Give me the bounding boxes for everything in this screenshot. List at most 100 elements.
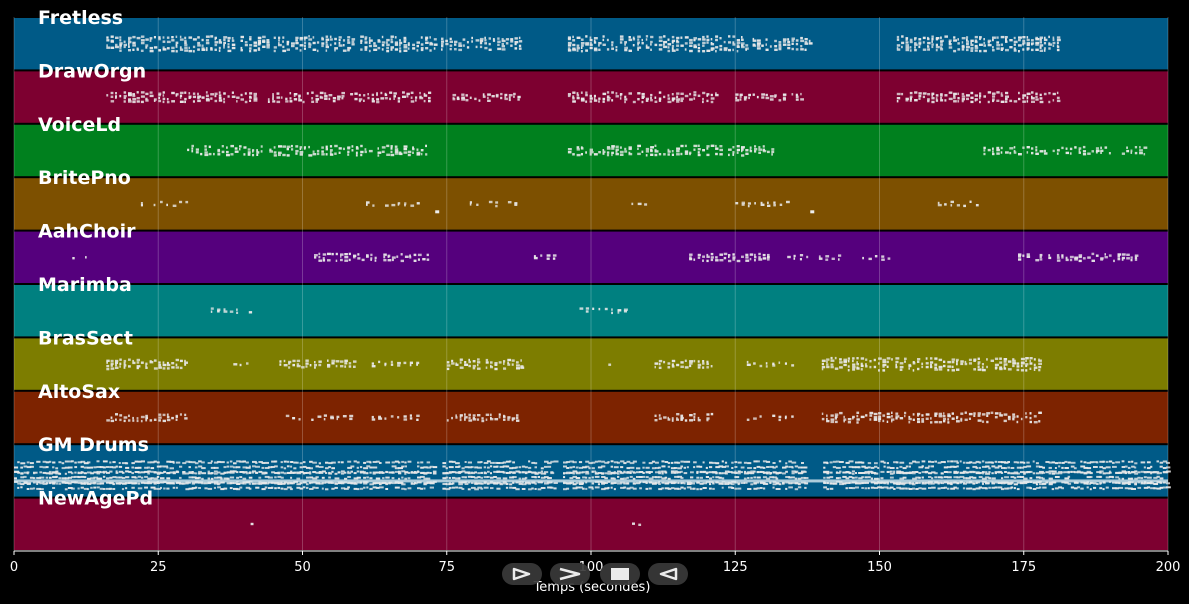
note-mark bbox=[341, 91, 345, 95]
note-mark bbox=[821, 412, 824, 415]
note-mark bbox=[719, 259, 724, 262]
note-mark bbox=[684, 150, 689, 153]
note-mark bbox=[508, 96, 511, 99]
note-mark bbox=[715, 462, 720, 465]
note-mark bbox=[1010, 467, 1015, 469]
note-mark bbox=[834, 413, 839, 416]
note-mark bbox=[115, 471, 119, 474]
note-mark bbox=[370, 253, 373, 257]
note-mark bbox=[204, 482, 208, 485]
note-mark bbox=[1052, 44, 1055, 47]
note-mark bbox=[869, 411, 874, 415]
note-mark bbox=[1029, 362, 1033, 365]
note-mark bbox=[628, 49, 632, 52]
note-mark bbox=[315, 486, 319, 489]
note-mark bbox=[637, 152, 641, 156]
note-mark bbox=[771, 148, 775, 151]
note-mark bbox=[198, 465, 203, 468]
note-mark bbox=[567, 36, 571, 39]
note-mark bbox=[567, 49, 572, 52]
note-mark bbox=[158, 419, 161, 422]
note-mark bbox=[358, 98, 363, 101]
note-mark bbox=[123, 100, 126, 103]
fast-forward-button[interactable] bbox=[550, 563, 590, 585]
note-mark bbox=[970, 49, 974, 52]
note-mark bbox=[826, 417, 828, 421]
note-mark bbox=[1108, 470, 1111, 473]
note-mark bbox=[267, 100, 270, 103]
note-mark bbox=[412, 47, 416, 50]
note-mark bbox=[728, 259, 732, 263]
note-mark bbox=[363, 486, 366, 489]
note-mark bbox=[736, 41, 741, 45]
note-mark bbox=[332, 97, 337, 100]
note-mark bbox=[112, 476, 117, 479]
note-mark bbox=[338, 44, 343, 47]
note-mark bbox=[271, 471, 275, 474]
note-mark bbox=[1033, 421, 1038, 424]
note-mark bbox=[767, 256, 770, 259]
note-mark bbox=[166, 36, 170, 39]
note-mark bbox=[754, 145, 757, 148]
note-mark bbox=[517, 98, 520, 101]
note-mark bbox=[295, 152, 298, 155]
note-mark bbox=[624, 98, 628, 101]
note-mark bbox=[280, 476, 284, 479]
note-mark bbox=[628, 92, 632, 95]
note-mark bbox=[702, 366, 705, 369]
note-mark bbox=[690, 482, 695, 485]
note-mark bbox=[864, 471, 869, 473]
note-mark bbox=[735, 96, 738, 99]
note-mark bbox=[585, 100, 588, 103]
note-mark bbox=[747, 472, 752, 475]
note-mark bbox=[908, 462, 913, 465]
note-mark bbox=[585, 307, 590, 310]
note-mark bbox=[723, 252, 728, 256]
note-mark bbox=[830, 365, 834, 369]
note-mark bbox=[1035, 146, 1038, 149]
note-mark bbox=[983, 95, 986, 98]
note-mark bbox=[511, 359, 515, 362]
note-mark bbox=[397, 364, 401, 367]
note-mark bbox=[510, 44, 513, 47]
note-mark bbox=[922, 95, 925, 99]
note-mark bbox=[162, 419, 166, 423]
play-button[interactable] bbox=[502, 563, 542, 585]
note-mark bbox=[136, 366, 139, 370]
note-mark bbox=[132, 35, 136, 39]
note-mark bbox=[334, 152, 337, 155]
note-mark bbox=[153, 46, 158, 49]
note-mark bbox=[670, 471, 676, 474]
note-mark bbox=[318, 255, 321, 259]
note-mark bbox=[218, 94, 222, 97]
note-mark bbox=[606, 91, 610, 94]
note-mark bbox=[156, 472, 161, 475]
note-mark bbox=[245, 461, 249, 464]
note-mark bbox=[934, 363, 938, 366]
note-mark bbox=[650, 99, 653, 102]
note-mark bbox=[899, 487, 904, 490]
note-mark bbox=[335, 259, 338, 262]
note-mark bbox=[940, 40, 943, 44]
note-mark bbox=[607, 472, 613, 475]
note-mark bbox=[487, 99, 491, 102]
note-mark bbox=[192, 100, 195, 103]
note-mark bbox=[399, 50, 402, 53]
note-mark bbox=[629, 462, 635, 465]
note-mark bbox=[469, 201, 472, 204]
note-mark bbox=[801, 476, 806, 479]
note-mark bbox=[645, 38, 648, 41]
note-mark bbox=[922, 41, 925, 44]
note-mark bbox=[1043, 38, 1048, 42]
note-mark bbox=[663, 43, 665, 46]
note-mark bbox=[1001, 461, 1006, 464]
note-mark bbox=[497, 40, 501, 43]
note-mark bbox=[166, 466, 169, 469]
note-mark bbox=[223, 92, 226, 95]
rewind-button[interactable] bbox=[648, 563, 688, 585]
note-mark bbox=[762, 460, 767, 463]
note-mark bbox=[115, 470, 118, 473]
stop-button[interactable] bbox=[600, 563, 640, 585]
note-mark bbox=[419, 96, 424, 100]
note-mark bbox=[576, 96, 580, 100]
